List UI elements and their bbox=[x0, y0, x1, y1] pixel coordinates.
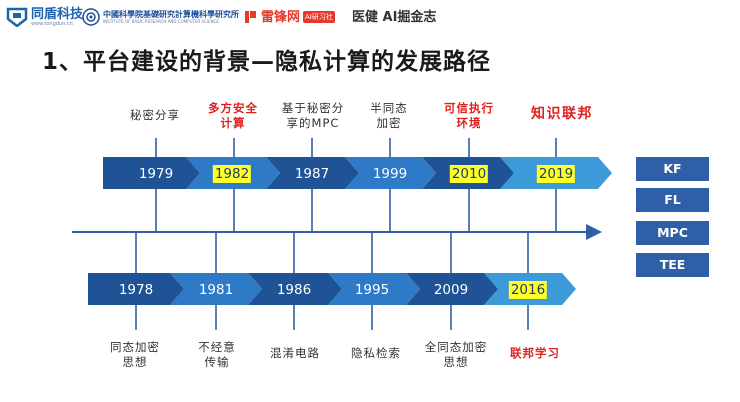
page-title: 1、平台建设的背景—隐私计算的发展路径 bbox=[42, 49, 492, 75]
label-top-3: 半同态 加密 bbox=[370, 101, 408, 130]
tongdun-logo: 同盾科技 www.tongdun.cn bbox=[6, 7, 83, 27]
tongdun-name: 同盾科技 bbox=[31, 6, 84, 22]
academy-emblem-icon bbox=[82, 8, 100, 26]
academy-logo: 中國科學院基礎研究計算機科學研究所 INSTITUTE OF BASIC RES… bbox=[82, 7, 239, 27]
bottom-chevron-3 bbox=[328, 273, 420, 305]
label-top-1: 多方安全 计算 bbox=[208, 101, 258, 130]
tongdun-shield-icon bbox=[6, 7, 28, 27]
mpc-button[interactable]: MPC bbox=[636, 221, 709, 245]
bottom-chevron-4 bbox=[406, 273, 498, 305]
tee-button[interactable]: TEE bbox=[636, 253, 709, 277]
label-bottom-5: 联邦学习 bbox=[510, 346, 560, 360]
year-bottom-4: 2009 bbox=[433, 282, 469, 298]
year-bottom-0: 1978 bbox=[118, 282, 154, 298]
year-top-2: 1987 bbox=[294, 166, 330, 182]
label-top-4: 可信执行 环境 bbox=[444, 101, 494, 130]
bottom-chevron-1 bbox=[170, 273, 262, 305]
top-chevron-3 bbox=[345, 157, 436, 189]
kf-button[interactable]: KF bbox=[636, 157, 709, 181]
fl-button[interactable]: FL bbox=[636, 188, 709, 212]
leiphone-icon bbox=[245, 11, 256, 23]
label-bottom-4: 全同态加密 思想 bbox=[424, 340, 488, 369]
top-chevron-0 bbox=[103, 157, 200, 189]
year-top-1: 1982 bbox=[212, 165, 252, 183]
yijian-name: 医健 AI掘金志 bbox=[352, 9, 437, 25]
year-top-5: 2019 bbox=[536, 165, 576, 183]
label-top-2: 基于秘密分 享的MPC bbox=[281, 101, 345, 130]
yijian-logo: 医健 AI掘金志 bbox=[352, 7, 436, 27]
year-top-0: 1979 bbox=[138, 166, 174, 182]
year-bottom-5: 2016 bbox=[508, 281, 548, 299]
year-bottom-1: 1981 bbox=[198, 282, 234, 298]
leiphone-tag: AI研习社 bbox=[303, 11, 335, 23]
academy-name: 中國科學院基礎研究計算機科學研究所 bbox=[103, 9, 239, 19]
logo-bar: 同盾科技 www.tongdun.cn 中國科學院基礎研究計算機科學研究所 IN… bbox=[0, 0, 740, 34]
tongdun-url: www.tongdun.cn bbox=[31, 20, 73, 27]
leiphone-logo: 雷锋网 AI研习社 bbox=[244, 7, 335, 27]
label-bottom-0: 同态加密 思想 bbox=[110, 340, 160, 369]
bottom-chevron-2 bbox=[248, 273, 342, 305]
year-top-4: 2010 bbox=[449, 165, 489, 183]
label-bottom-1: 不经意 传输 bbox=[198, 340, 236, 369]
label-top-0: 秘密分享 bbox=[130, 108, 180, 122]
label-bottom-2: 混淆电路 bbox=[270, 346, 320, 360]
leiphone-name: 雷锋网 bbox=[261, 9, 301, 25]
year-top-3: 1999 bbox=[372, 166, 408, 182]
year-bottom-3: 1995 bbox=[354, 282, 390, 298]
academy-sub: INSTITUTE OF BASIC RESEARCH AND COMPUTER… bbox=[103, 19, 219, 24]
label-bottom-3: 隐私检索 bbox=[351, 346, 401, 360]
top-chevron-2 bbox=[266, 157, 359, 189]
bottom-chevron-0 bbox=[88, 273, 184, 305]
label-top-5: 知识联邦 bbox=[531, 106, 593, 122]
year-bottom-2: 1986 bbox=[276, 282, 312, 298]
